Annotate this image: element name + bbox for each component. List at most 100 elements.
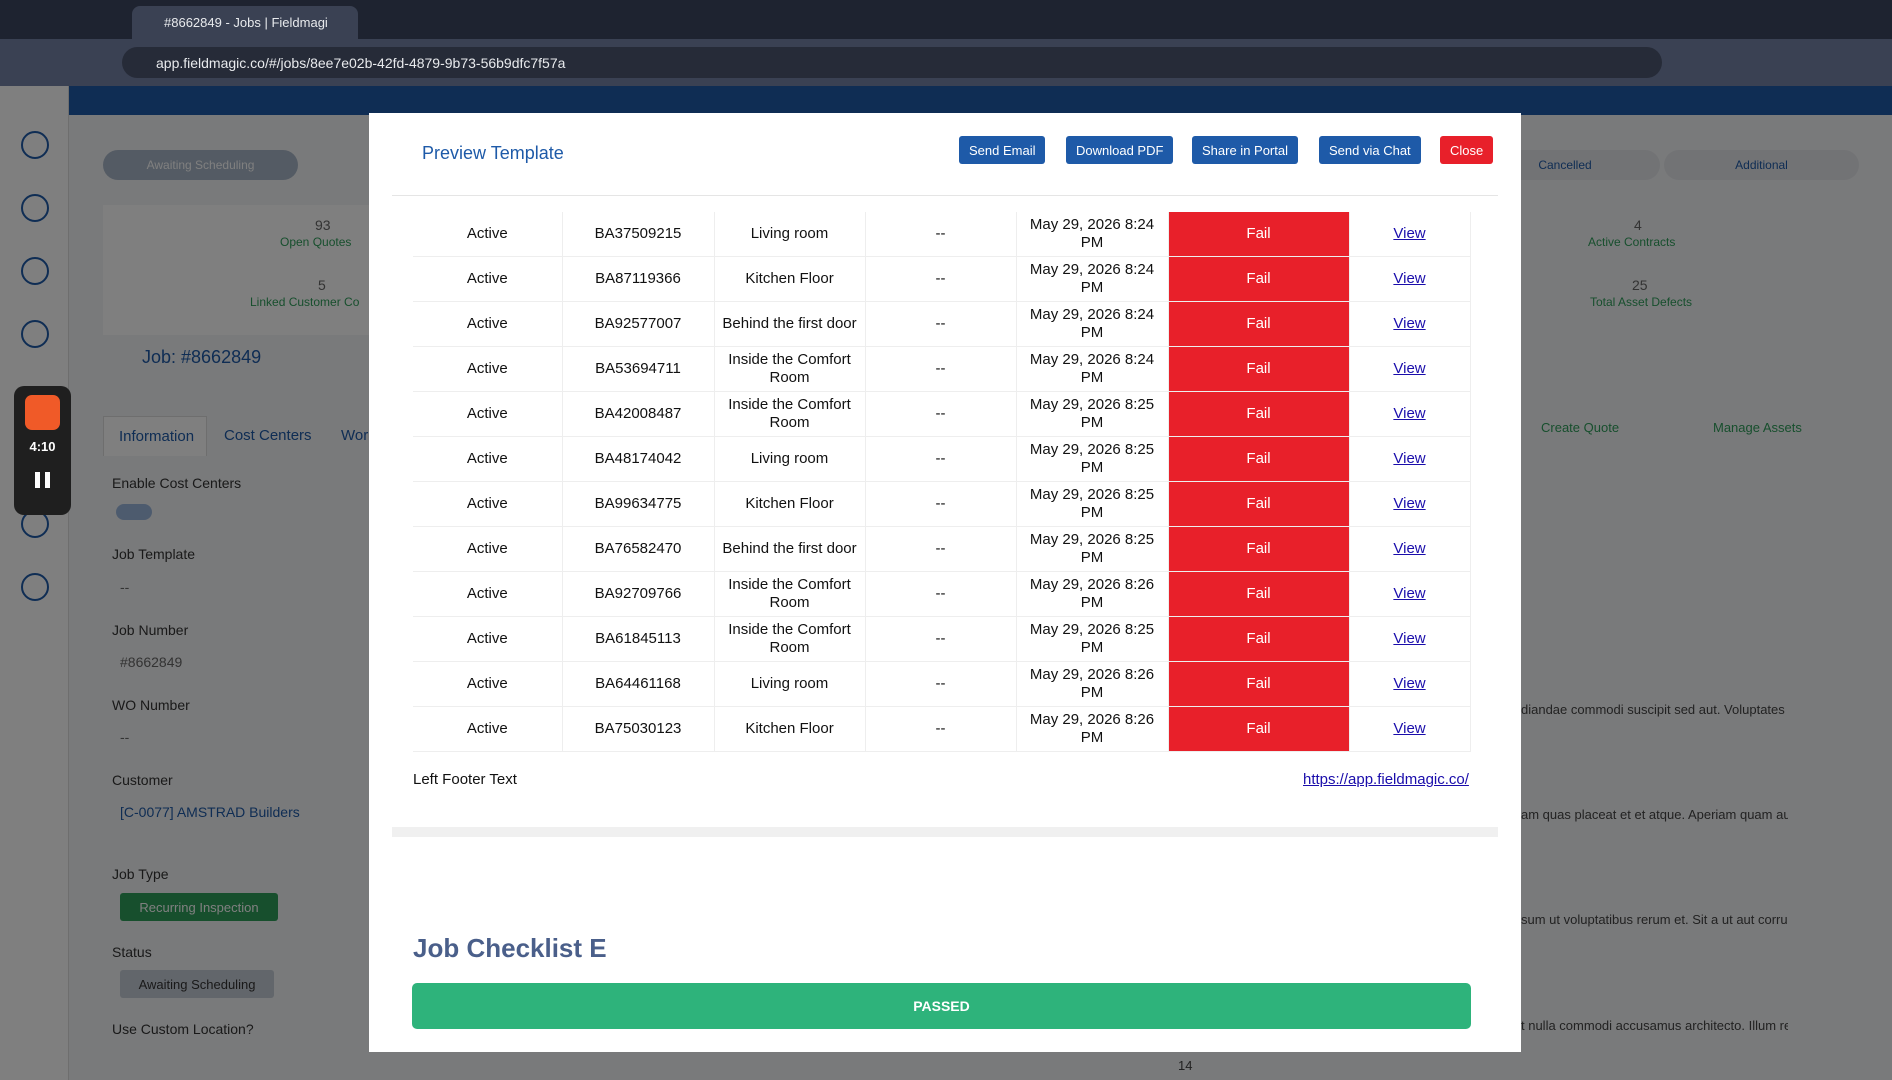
table-cell: View	[1349, 391, 1471, 437]
table-cell: BA37509215	[562, 212, 715, 257]
table-cell: BA87119366	[562, 256, 715, 302]
table-cell: Fail	[1168, 526, 1350, 572]
table-cell: --	[865, 256, 1017, 302]
table-cell: Active	[413, 571, 563, 617]
table-cell: BA92709766	[562, 571, 715, 617]
view-link[interactable]: View	[1393, 270, 1426, 287]
table-cell: Active	[413, 481, 563, 527]
table-cell: May 29, 2026 8:25 PM	[1016, 391, 1169, 437]
table-cell: --	[865, 212, 1017, 257]
view-link[interactable]: View	[1393, 540, 1426, 557]
view-link[interactable]: View	[1393, 315, 1426, 332]
table-cell: Fail	[1168, 571, 1350, 617]
view-link[interactable]: View	[1393, 675, 1426, 692]
send-email-button[interactable]: Send Email	[959, 136, 1046, 164]
table-cell: Fail	[1168, 256, 1350, 302]
share-portal-button[interactable]: Share in Portal	[1192, 136, 1298, 164]
table-cell: Active	[413, 301, 563, 347]
close-button[interactable]: Close	[1440, 136, 1494, 164]
table-cell: BA42008487	[562, 391, 715, 437]
table-cell: Fail	[1168, 616, 1350, 662]
view-link[interactable]: View	[1393, 225, 1426, 242]
table-cell: Kitchen Floor	[714, 706, 866, 752]
table-cell: --	[865, 661, 1017, 707]
table-row: Active BA42008487 Inside the Comfort Room -…	[413, 391, 1471, 437]
table-row: Active BA75030123 Kitchen Floor -- May 29, 2…	[413, 706, 1471, 752]
table-cell: Active	[413, 436, 563, 482]
view-link[interactable]: View	[1393, 585, 1426, 602]
table-cell: May 29, 2026 8:25 PM	[1016, 616, 1169, 662]
table-cell: View	[1349, 526, 1471, 572]
table-cell: May 29, 2026 8:25 PM	[1016, 526, 1169, 572]
download-pdf-button[interactable]: Download PDF	[1066, 136, 1174, 164]
page-break	[392, 827, 1498, 837]
recording-widget: 4:10	[14, 386, 71, 515]
table-cell: BA48174042	[562, 436, 715, 482]
checklist-status: PASSED	[412, 983, 1471, 1029]
table-cell: Fail	[1168, 346, 1350, 392]
view-link[interactable]: View	[1393, 495, 1426, 512]
table-row: Active BA76582470 Behind the first door -- M…	[413, 526, 1471, 572]
table-cell: View	[1349, 661, 1471, 707]
table-cell: View	[1349, 481, 1471, 527]
table-row: Active BA92709766 Inside the Comfort Room -…	[413, 571, 1471, 617]
view-link[interactable]: View	[1393, 720, 1426, 737]
table-cell: May 29, 2026 8:25 PM	[1016, 481, 1169, 527]
modal-title: Preview Template	[422, 143, 564, 163]
table-cell: Active	[413, 346, 563, 392]
table-cell: BA76582470	[562, 526, 715, 572]
table-cell: May 29, 2026 8:26 PM	[1016, 706, 1169, 752]
table-cell: May 29, 2026 8:24 PM	[1016, 256, 1169, 302]
table-cell: --	[865, 301, 1017, 347]
table-cell: View	[1349, 212, 1471, 257]
table-cell: Active	[413, 661, 563, 707]
table-cell: --	[865, 436, 1017, 482]
stop-button[interactable]	[25, 395, 60, 430]
table-cell: BA75030123	[562, 706, 715, 752]
table-row: Active BA92577007 Behind the first door -- M…	[413, 301, 1471, 347]
table-cell: Active	[413, 391, 563, 437]
browser-tab[interactable]: #8662849 - Jobs | Fieldmagi	[132, 6, 358, 39]
table-row: Active BA53694711 Inside the Comfort Room -…	[413, 346, 1471, 392]
table-cell: Active	[413, 256, 563, 302]
table-row: Active BA61845113 Inside the Comfort Room -…	[413, 616, 1471, 662]
table-cell: Inside the Comfort Room	[714, 346, 866, 392]
pause-button[interactable]	[35, 472, 50, 488]
table-row: Active BA37509215 Living room -- May 29, 202…	[413, 212, 1471, 257]
table-cell: BA53694711	[562, 346, 715, 392]
checklist-title: Job Checklist E	[413, 933, 607, 963]
table-cell: Living room	[714, 436, 866, 482]
divider	[392, 195, 1498, 196]
table-cell: View	[1349, 616, 1471, 662]
table-cell: Active	[413, 616, 563, 662]
table-cell: May 29, 2026 8:26 PM	[1016, 661, 1169, 707]
table-cell: Fail	[1168, 661, 1350, 707]
view-link[interactable]: View	[1393, 360, 1426, 377]
table-cell: View	[1349, 706, 1471, 752]
table-cell: Living room	[714, 212, 866, 257]
table-cell: Kitchen Floor	[714, 481, 866, 527]
table-row: Active BA48174042 Living room -- May 29, 202…	[413, 436, 1471, 482]
table-cell: View	[1349, 301, 1471, 347]
table-cell: Inside the Comfort Room	[714, 571, 866, 617]
table-cell: May 29, 2026 8:24 PM	[1016, 301, 1169, 347]
table-cell: Fail	[1168, 481, 1350, 527]
table-cell: --	[865, 481, 1017, 527]
view-link[interactable]: View	[1393, 405, 1426, 422]
table-cell: --	[865, 391, 1017, 437]
table-cell: Fail	[1168, 391, 1350, 437]
view-link[interactable]: View	[1393, 450, 1426, 467]
table-cell: May 29, 2026 8:25 PM	[1016, 436, 1169, 482]
send-chat-button[interactable]: Send via Chat	[1319, 136, 1421, 164]
view-link[interactable]: View	[1393, 630, 1426, 647]
table-cell: Active	[413, 212, 563, 257]
table-cell: View	[1349, 436, 1471, 482]
table-cell: --	[865, 571, 1017, 617]
table-row: Active BA87119366 Kitchen Floor -- May 29, 2…	[413, 256, 1471, 302]
footer-link[interactable]: https://app.fieldmagic.co/	[1303, 771, 1469, 788]
footer-left: Left Footer Text	[413, 771, 517, 788]
table-cell: Fail	[1168, 706, 1350, 752]
table-cell: BA64461168	[562, 661, 715, 707]
url-field[interactable]: app.fieldmagic.co/#/jobs/8ee7e02b-42fd-4…	[122, 47, 1662, 78]
